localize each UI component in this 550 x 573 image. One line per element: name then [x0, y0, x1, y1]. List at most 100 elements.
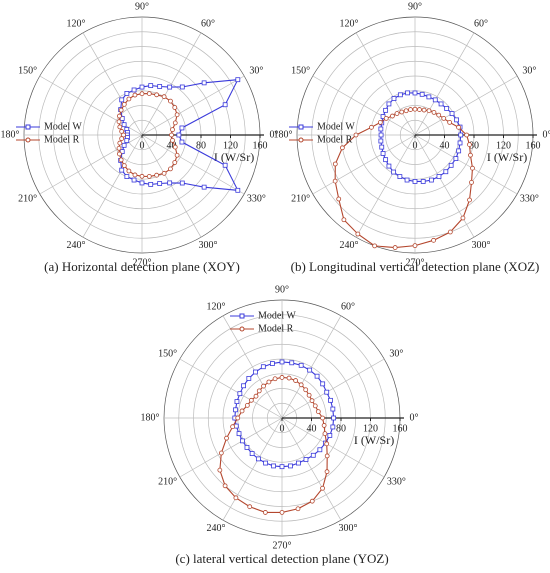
marker	[322, 431, 328, 437]
theta-tick-label: 210°	[158, 476, 177, 487]
theta-tick-label: 0°	[270, 129, 279, 140]
marker	[234, 399, 240, 405]
marker	[139, 91, 145, 97]
theta-tick-label: 240°	[67, 240, 86, 251]
marker	[336, 196, 342, 202]
marker	[119, 167, 125, 173]
marker	[310, 452, 316, 458]
marker	[172, 105, 178, 110]
theta-tick-label: 150°	[158, 348, 177, 359]
legend-marker	[298, 124, 304, 130]
marker	[330, 424, 336, 430]
marker	[369, 124, 374, 130]
marker	[262, 510, 268, 515]
marker	[279, 510, 285, 515]
marker	[436, 174, 442, 179]
marker	[121, 101, 127, 107]
marker	[288, 463, 293, 469]
marker	[456, 124, 461, 130]
marker	[432, 97, 438, 103]
marker	[309, 498, 315, 504]
theta-tick-label: 90°	[408, 1, 422, 12]
marker	[328, 397, 333, 403]
theta-tick-label: 270°	[133, 257, 152, 268]
marker	[320, 381, 326, 387]
grid-spoke	[281, 417, 385, 478]
r-tick-label: 40	[440, 140, 450, 151]
theta-tick-label: 210°	[291, 193, 310, 204]
marker	[131, 87, 137, 93]
grid-spoke	[414, 75, 518, 136]
marker	[391, 169, 397, 175]
marker	[394, 111, 400, 116]
grid-spoke	[141, 32, 202, 136]
theta-tick-label: 30°	[522, 65, 536, 76]
marker	[201, 80, 207, 86]
marker	[412, 243, 418, 249]
r-tick-label: 40	[167, 140, 177, 151]
marker	[174, 152, 180, 158]
marker	[272, 376, 278, 382]
grid-spoke	[414, 134, 518, 195]
marker	[131, 177, 137, 183]
legend-label: Model W	[44, 121, 82, 132]
marker	[378, 132, 384, 138]
marker	[167, 180, 173, 186]
theta-tick-label: 240°	[340, 240, 359, 251]
marker	[293, 378, 299, 383]
radial-axis-label: I (W/Sr)	[354, 433, 394, 447]
legend-label: Model R	[258, 323, 294, 334]
marker	[235, 415, 241, 421]
theta-tick-label: 270°	[406, 257, 425, 268]
marker	[397, 174, 403, 179]
marker	[236, 431, 242, 437]
r-tick-label: 160	[526, 140, 541, 151]
radial-axis-label: I (W/Sr)	[487, 150, 527, 164]
marker	[295, 460, 301, 466]
marker	[218, 450, 224, 456]
marker	[179, 139, 185, 145]
legend-marker	[298, 137, 304, 143]
marker	[312, 403, 318, 409]
marker	[444, 106, 450, 111]
theta-tick-label: 330°	[247, 193, 266, 204]
marker	[320, 415, 325, 421]
theta-tick-label: 150°	[291, 65, 310, 76]
r-tick-label: 160	[253, 140, 268, 151]
marker	[116, 145, 122, 151]
marker	[240, 438, 245, 444]
theta-tick-label: 120°	[207, 301, 226, 312]
marker	[380, 151, 386, 156]
grid-spoke	[141, 134, 245, 195]
marker	[224, 435, 229, 441]
marker	[167, 84, 173, 90]
marker	[339, 145, 345, 151]
marker	[179, 180, 185, 186]
marker	[404, 177, 410, 183]
marker	[355, 231, 361, 237]
legend-marker	[25, 137, 31, 143]
theta-tick-label: 270°	[273, 540, 292, 551]
marker	[139, 84, 145, 90]
marker	[121, 132, 126, 138]
marker	[321, 423, 327, 428]
theta-tick-label: 180°	[274, 129, 293, 140]
theta-tick-label: 330°	[520, 193, 539, 204]
marker	[467, 142, 472, 148]
theta-tick-label: 180°	[1, 129, 20, 140]
legend-marker	[239, 326, 245, 332]
r-tick-label: 0	[140, 140, 145, 151]
marker	[298, 362, 304, 368]
marker	[448, 162, 454, 168]
marker	[139, 173, 145, 179]
grid-spoke	[281, 358, 385, 419]
marker	[124, 138, 130, 143]
marker	[390, 113, 395, 119]
marker	[119, 136, 125, 141]
marker	[121, 122, 127, 128]
marker	[405, 90, 410, 96]
marker	[457, 140, 463, 146]
marker	[253, 369, 258, 375]
marker	[176, 132, 182, 138]
